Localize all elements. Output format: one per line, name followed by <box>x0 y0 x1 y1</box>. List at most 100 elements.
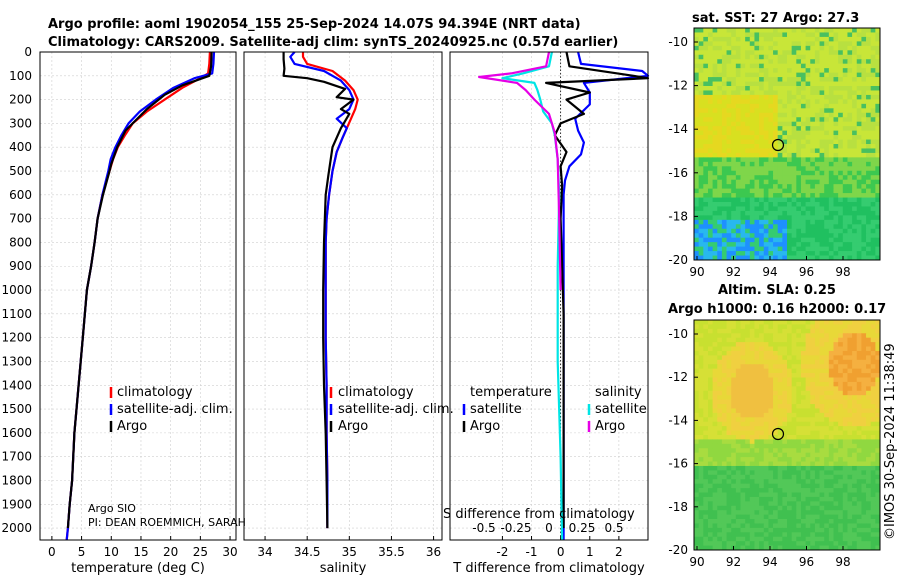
map-cell <box>852 45 858 51</box>
map-cell <box>759 541 765 546</box>
map-cell <box>838 514 844 520</box>
map-cell <box>707 452 713 458</box>
map-cell <box>763 457 769 462</box>
map-cell <box>828 404 834 409</box>
map-cell <box>852 527 858 533</box>
map-cell <box>749 237 755 243</box>
map-cell <box>828 135 834 140</box>
map-cell <box>712 72 718 78</box>
map-cell <box>866 126 872 132</box>
map-cell <box>796 386 802 392</box>
map-cell <box>759 346 765 352</box>
map-cell <box>847 117 853 123</box>
map-cell <box>800 45 806 51</box>
map-cell <box>852 474 858 480</box>
map-cell <box>833 452 839 458</box>
map-cell <box>805 320 811 325</box>
map-cell <box>814 193 820 198</box>
series-salinity-satellite <box>501 51 564 541</box>
map-cell <box>870 112 876 118</box>
map-cell <box>810 28 816 33</box>
map-cell <box>773 197 779 203</box>
map-cell <box>726 210 732 216</box>
imos-stamp: ©IMOS 30-Sep-2024 11:38:49 <box>883 343 898 540</box>
map-cell <box>805 483 811 489</box>
map-cell <box>782 148 788 154</box>
map-cell <box>703 501 709 507</box>
map-cell <box>735 373 741 378</box>
map-cell <box>754 206 760 212</box>
map-cell <box>842 328 848 334</box>
map-cell <box>698 206 704 212</box>
map-cell <box>875 479 881 485</box>
map-cell <box>749 81 755 87</box>
map-cell <box>703 184 709 190</box>
map-cell <box>787 77 793 82</box>
map-cell <box>721 399 727 405</box>
map-cell <box>819 474 825 480</box>
map-cell <box>731 461 737 467</box>
map-cell <box>838 443 844 449</box>
map-cell <box>782 448 788 454</box>
map-cell <box>810 117 816 123</box>
map-cell <box>796 404 802 409</box>
map-cell <box>726 408 732 414</box>
map-cell <box>745 377 751 383</box>
map-cell <box>759 36 765 42</box>
map-cell <box>698 386 704 392</box>
map-cell <box>796 179 802 185</box>
map-cell <box>796 448 802 454</box>
map-cell <box>842 333 848 339</box>
map-cell <box>814 532 820 538</box>
map-cell <box>749 188 755 194</box>
map-cell <box>773 126 779 132</box>
map-cell <box>694 390 700 396</box>
map-cell <box>749 479 755 485</box>
map-cell <box>847 77 853 82</box>
map-cell <box>796 228 802 234</box>
map-cell <box>759 50 765 56</box>
map-cell <box>828 417 834 423</box>
map-cell <box>800 139 806 145</box>
map-cell <box>763 496 769 502</box>
map-cell <box>763 41 769 47</box>
map-cell <box>707 519 713 524</box>
map-cell <box>754 179 760 185</box>
map-cell <box>703 532 709 538</box>
map-cell <box>726 45 732 51</box>
map-cell <box>852 532 858 538</box>
map-cell <box>731 368 737 374</box>
map-cell <box>838 251 844 256</box>
map-cell <box>842 368 848 374</box>
map-cell <box>819 417 825 423</box>
map-cell <box>861 121 867 127</box>
map-cell <box>838 483 844 489</box>
map-cell <box>810 233 816 239</box>
map-cell <box>698 188 704 194</box>
map-cell <box>731 161 737 167</box>
map-cell <box>777 510 783 516</box>
map-cell <box>810 324 816 330</box>
float-position-marker <box>771 427 785 441</box>
map-cell <box>866 108 872 114</box>
map-cell <box>768 63 774 69</box>
map-cell <box>819 465 825 471</box>
map-cell <box>698 94 704 100</box>
map-cell <box>814 390 820 396</box>
map-cell <box>861 342 867 347</box>
map-cell <box>745 430 751 436</box>
map-cell <box>856 166 862 172</box>
map-cell <box>749 519 755 524</box>
map-cell <box>824 364 830 370</box>
map-cell <box>712 395 718 401</box>
map-cell <box>763 527 769 533</box>
map-cell <box>694 465 700 471</box>
depth-tick-label: 1200 <box>1 331 32 345</box>
map-cell <box>861 139 867 145</box>
map-cell <box>866 197 872 203</box>
map-cell <box>698 368 704 374</box>
map-cell <box>856 448 862 454</box>
series-argo <box>282 52 355 529</box>
map-cell <box>707 255 713 261</box>
map-cell <box>726 443 732 449</box>
